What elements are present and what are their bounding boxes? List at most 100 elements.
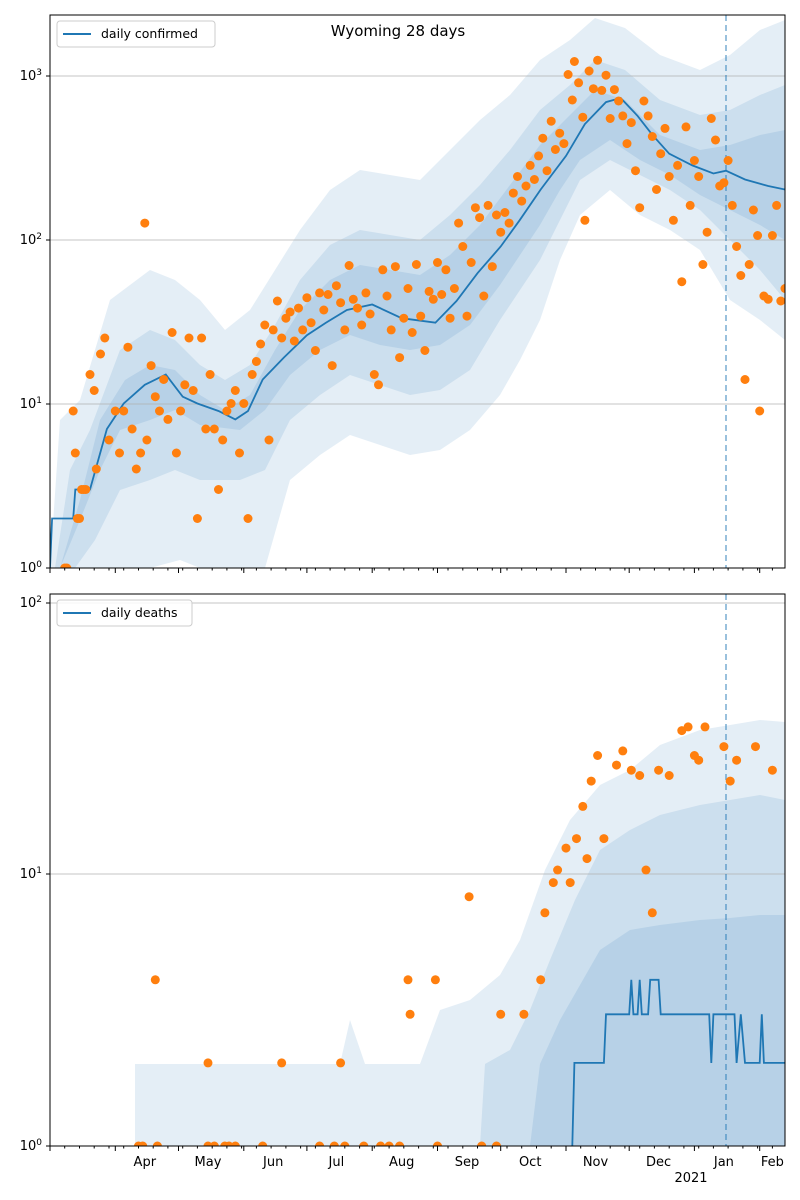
deaths-point-21 [405,1009,415,1019]
confirmed-point-90 [424,286,434,296]
confirmed-point-153 [685,200,695,210]
confirmed-point-113 [521,181,531,191]
x-tick-label-sep: Sep [455,1155,480,1170]
confirmed-point-63 [310,346,320,355]
confirmed-point-75 [361,288,371,298]
x-tick-label-oct: Oct [519,1155,541,1170]
deaths-point-16 [359,1141,369,1146]
confirmed-point-101 [470,203,480,213]
deaths-point-29 [536,975,546,985]
deaths-plot-area [50,594,785,1146]
confirmed-point-1 [62,563,72,568]
deaths-point-26 [492,1141,501,1146]
confirmed-point-103 [479,291,489,301]
deaths-legend-label: daily deaths [101,605,178,620]
deaths-point-41 [612,760,621,770]
deaths-point-18 [384,1141,394,1146]
confirmed-point-139 [626,118,636,128]
confirmed-point-146 [656,149,666,159]
confirmed-point-129 [584,66,594,76]
confirmed-point-111 [513,172,522,181]
confirmed-point-50 [256,339,266,349]
deaths-point-56 [732,755,742,765]
confirmed-point-176 [780,284,785,293]
confirmed-point-49 [251,357,261,366]
confirmed-point-170 [755,406,765,416]
confirmed-point-78 [374,380,383,390]
confirmed-point-137 [618,111,628,121]
confirmed-point-59 [294,303,303,313]
confirmed-point-28 [163,414,173,424]
confirmed-point-66 [323,290,333,299]
deaths-point-53 [700,722,710,732]
confirmed-point-166 [740,375,750,384]
deaths-point-17 [376,1141,386,1146]
confirmed-point-121 [555,128,565,138]
confirmed-point-156 [698,260,708,269]
confirmed-point-5 [75,514,84,523]
confirmed-point-132 [597,85,607,95]
confirmed-gridlines [50,75,785,405]
confirmed-point-54 [272,296,282,306]
deaths-point-30 [540,908,550,918]
confirmed-point-84 [399,313,409,323]
confirmed-point-115 [529,175,539,184]
confirmed-point-60 [298,325,308,335]
confirmed-point-23 [142,435,152,445]
confirmed-axes-frame [49,14,786,569]
confirmed-point-112 [517,196,527,206]
confirmed-point-107 [496,227,506,237]
confirmed-band-inner [60,90,785,568]
confirmed-point-150 [673,160,683,170]
x-tick-label-jun: Jun [262,1155,283,1170]
confirmed-point-175 [776,296,785,306]
confirmed-point-92 [433,258,442,267]
deaths-point-45 [641,865,651,875]
confirmed-point-61 [302,293,312,303]
confirmed-point-172 [763,294,773,304]
deaths-point-37 [582,854,592,864]
deaths-point-19 [395,1141,405,1146]
confirmed-panel: 100 101 102 103 Wyoming 28 days daily co… [20,14,786,576]
confirmed-point-55 [277,333,287,343]
deaths-point-11 [277,1058,287,1068]
confirmed-point-67 [327,361,337,371]
confirmed-point-69 [336,298,346,308]
confirmed-point-167 [744,260,754,269]
confirmed-point-9 [85,370,95,379]
confirmed-point-37 [201,424,211,434]
deaths-point-46 [647,908,657,918]
confirmed-point-83 [395,353,405,363]
confirmed-point-162 [723,156,733,165]
confirmed-point-145 [652,185,661,194]
confirmed-point-136 [614,96,624,106]
confirmed-point-135 [609,85,619,95]
confirmed-point-22 [140,218,150,228]
confirmed-point-163 [727,200,737,210]
confirmed-point-25 [150,392,160,402]
deaths-point-40 [599,834,609,844]
confirmed-point-144 [647,132,657,141]
confirmed-point-47 [243,514,253,523]
confirmed-point-19 [127,424,137,434]
confirmed-point-53 [268,325,278,335]
deaths-point-44 [635,771,645,780]
confirmed-point-13 [100,333,110,343]
confirmed-point-40 [214,485,223,494]
deaths-line [571,978,785,1146]
confirmed-legend: daily confirmed [56,20,216,48]
deaths-point-50 [683,722,693,732]
confirmed-point-14 [104,435,114,445]
confirmed-point-164 [732,242,742,251]
confirmed-point-100 [466,258,476,267]
confirmed-point-158 [706,114,716,123]
confirmed-point-143 [643,111,653,121]
confirmed-point-18 [123,342,133,352]
confirmed-point-91 [428,294,438,304]
confirmed-point-51 [260,320,270,330]
deaths-point-38 [586,776,596,786]
deaths-point-4 [203,1058,213,1068]
confirmed-point-99 [462,311,472,321]
confirmed-point-96 [449,284,459,293]
deaths-point-36 [578,801,588,811]
